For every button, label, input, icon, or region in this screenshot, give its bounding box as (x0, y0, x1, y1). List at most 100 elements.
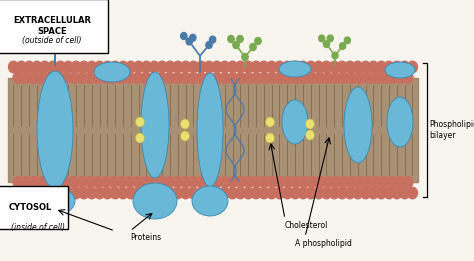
Ellipse shape (148, 176, 158, 187)
Ellipse shape (204, 187, 214, 199)
Ellipse shape (314, 61, 324, 73)
Ellipse shape (395, 176, 405, 187)
Ellipse shape (344, 87, 372, 163)
Ellipse shape (284, 73, 293, 84)
Ellipse shape (384, 187, 394, 199)
Ellipse shape (260, 176, 270, 187)
Ellipse shape (368, 187, 378, 199)
Ellipse shape (204, 73, 214, 84)
Ellipse shape (268, 73, 278, 84)
Ellipse shape (368, 61, 378, 73)
Ellipse shape (259, 187, 269, 199)
Ellipse shape (9, 61, 18, 73)
Ellipse shape (134, 187, 144, 199)
Ellipse shape (136, 133, 145, 143)
Ellipse shape (118, 61, 128, 73)
Ellipse shape (71, 187, 81, 199)
Ellipse shape (142, 187, 152, 199)
Ellipse shape (156, 176, 166, 187)
Ellipse shape (321, 187, 331, 199)
Ellipse shape (323, 41, 329, 48)
Ellipse shape (140, 73, 150, 84)
Ellipse shape (37, 73, 47, 84)
Ellipse shape (109, 176, 118, 187)
Ellipse shape (125, 73, 134, 84)
Ellipse shape (39, 27, 47, 35)
Ellipse shape (71, 61, 81, 73)
Ellipse shape (55, 187, 65, 199)
Ellipse shape (24, 61, 34, 73)
Ellipse shape (64, 61, 73, 73)
Ellipse shape (252, 176, 262, 187)
Ellipse shape (69, 176, 79, 187)
Ellipse shape (284, 176, 293, 187)
Ellipse shape (361, 187, 371, 199)
Ellipse shape (356, 176, 365, 187)
Ellipse shape (332, 52, 338, 59)
Ellipse shape (136, 117, 145, 127)
Ellipse shape (186, 38, 192, 45)
Ellipse shape (212, 176, 222, 187)
Ellipse shape (32, 187, 42, 199)
Ellipse shape (339, 176, 349, 187)
Ellipse shape (134, 61, 144, 73)
Ellipse shape (109, 73, 118, 84)
Ellipse shape (61, 31, 69, 39)
Ellipse shape (210, 36, 216, 43)
Ellipse shape (172, 176, 182, 187)
Ellipse shape (149, 187, 159, 199)
Ellipse shape (110, 61, 120, 73)
Ellipse shape (361, 61, 371, 73)
Ellipse shape (87, 61, 97, 73)
Ellipse shape (236, 61, 246, 73)
Ellipse shape (329, 61, 339, 73)
Ellipse shape (17, 187, 26, 199)
Ellipse shape (43, 23, 51, 31)
Ellipse shape (79, 61, 89, 73)
Ellipse shape (181, 33, 187, 39)
Ellipse shape (259, 61, 269, 73)
Ellipse shape (9, 187, 18, 199)
Ellipse shape (48, 61, 57, 73)
Ellipse shape (100, 176, 110, 187)
Ellipse shape (165, 61, 175, 73)
Ellipse shape (189, 187, 199, 199)
Ellipse shape (331, 73, 341, 84)
Ellipse shape (356, 73, 365, 84)
Ellipse shape (148, 73, 158, 84)
Ellipse shape (17, 61, 26, 73)
Ellipse shape (379, 73, 389, 84)
Text: Proteins: Proteins (130, 233, 161, 242)
Ellipse shape (339, 73, 349, 84)
Ellipse shape (300, 176, 310, 187)
Ellipse shape (21, 176, 31, 187)
Ellipse shape (267, 187, 277, 199)
Ellipse shape (300, 73, 310, 84)
Ellipse shape (65, 25, 73, 33)
Ellipse shape (403, 176, 413, 187)
Ellipse shape (408, 187, 418, 199)
Ellipse shape (321, 61, 331, 73)
Ellipse shape (331, 176, 341, 187)
Ellipse shape (220, 176, 230, 187)
Ellipse shape (196, 187, 206, 199)
Ellipse shape (100, 73, 110, 84)
Ellipse shape (117, 73, 127, 84)
Ellipse shape (274, 187, 284, 199)
Ellipse shape (204, 176, 214, 187)
Ellipse shape (329, 187, 339, 199)
Ellipse shape (32, 61, 42, 73)
Ellipse shape (255, 38, 261, 45)
Ellipse shape (228, 176, 238, 187)
Ellipse shape (292, 73, 301, 84)
Ellipse shape (165, 187, 175, 199)
Ellipse shape (220, 61, 230, 73)
Ellipse shape (400, 61, 410, 73)
Ellipse shape (387, 97, 413, 147)
Text: Cholesterol: Cholesterol (285, 221, 328, 230)
Ellipse shape (244, 73, 254, 84)
Ellipse shape (102, 61, 112, 73)
Text: Phospholipid
bilayer: Phospholipid bilayer (429, 120, 474, 140)
Ellipse shape (337, 61, 347, 73)
Ellipse shape (206, 41, 212, 49)
